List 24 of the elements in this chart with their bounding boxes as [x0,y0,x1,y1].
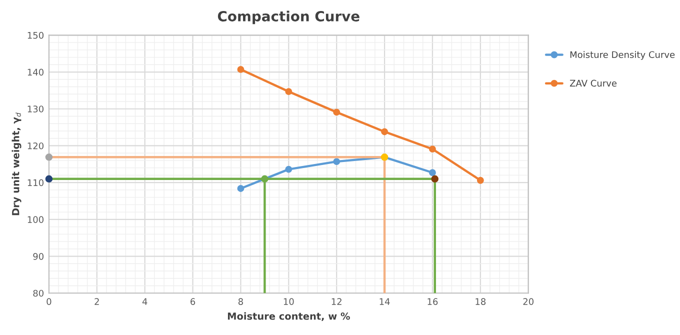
x-tick-label: 4 [142,298,148,305]
x-tick-label: 2 [94,298,99,305]
x-tick-label: 6 [190,298,196,305]
y-tick-label: 100 [28,216,44,223]
x-tick-label: 16 [428,298,438,305]
y-tick-label: 90 [33,253,44,260]
legend-label: Moisture Density Curve [570,51,675,60]
y-tick-label: 150 [28,32,44,39]
y-tick-label: 140 [28,68,44,76]
legend-label: ZAV Curve [570,80,617,87]
y-tick-label: 120 [28,142,44,150]
x-tick-label: 0 [46,298,52,305]
x-tick-label: 10 [284,298,294,305]
y-axis-title: Dry unit weight, γ$_{d}$ [12,112,22,216]
x-tick-label: 8 [238,298,243,305]
chart-title: Compaction Curve [218,10,360,24]
x-tick-label: 18 [476,298,486,305]
x-tick-label: 20 [523,298,534,305]
y-tick-label: 130 [28,106,44,112]
x-axis-title: Moisture content, w % [228,312,350,322]
y-tick-label: 80 [33,290,44,297]
y-tick-label: 110 [28,179,44,186]
x-tick-label: 14 [380,298,390,305]
x-tick-label: 12 [332,298,342,305]
